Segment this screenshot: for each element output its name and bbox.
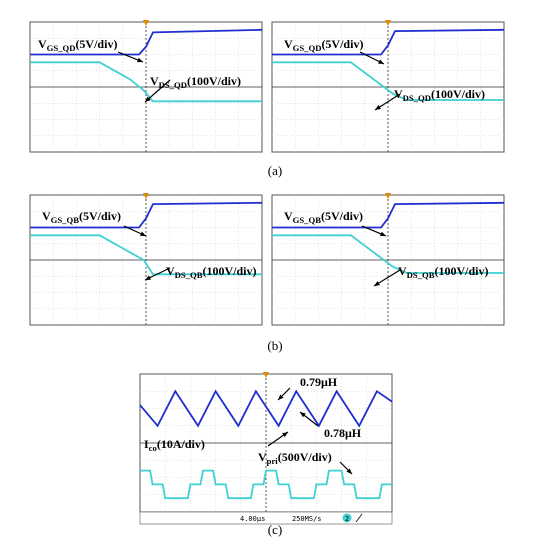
trigger-marker: [385, 20, 391, 26]
scope-panel-c: [139, 372, 393, 513]
label-arrow: [123, 225, 147, 237]
trace-label: Vpri(500V/div): [258, 450, 332, 466]
scope-panel-b-right: [271, 193, 505, 326]
trace-label: VGS_QD(5V/div): [284, 37, 363, 53]
trace-2: [30, 234, 262, 276]
label-arrow: [117, 51, 144, 63]
label-arrow: [144, 267, 171, 281]
trace-label: VGS_QD(5V/div): [38, 37, 117, 53]
scope-panel-a-left: [29, 20, 263, 153]
label-arrow: [359, 51, 385, 65]
timebase-readout: 4.00μs: [240, 515, 265, 523]
label-arrow: [267, 431, 289, 447]
panel-caption: (c): [268, 522, 282, 537]
trace-1: [30, 201, 263, 229]
trigger-marker: [143, 193, 149, 199]
scope-panel-b-left: [29, 193, 263, 326]
label-arrow: [374, 93, 401, 111]
trace-label: VDS_QD(100V/div): [150, 74, 241, 90]
trace-label: VDS_QD(100V/div): [394, 87, 485, 103]
panel-caption: (b): [267, 338, 282, 353]
panel-caption: (a): [268, 163, 282, 178]
trace-1: [139, 389, 393, 428]
trace-2: [140, 469, 392, 500]
sample-rate-readout: 250MS/s: [292, 515, 322, 523]
trigger-marker: [385, 193, 391, 199]
trace-1: [272, 28, 505, 56]
label-arrow: [373, 269, 401, 287]
label-arrow: [339, 461, 353, 475]
trace-label: VGS_QB(5V/div): [284, 209, 363, 225]
trace-2: [30, 61, 262, 103]
trace-label: VDS_QB(100V/div): [166, 264, 256, 280]
channel-number: 2: [345, 515, 349, 523]
scope-grid: [30, 22, 262, 152]
trace-1: [30, 28, 263, 56]
trace-label: VDS_QB(100V/div): [398, 264, 488, 280]
trigger-slope-icon: [355, 513, 363, 523]
trigger-marker: [263, 372, 269, 378]
trace-2: [272, 61, 504, 101]
trace-label: 0.79μH: [300, 375, 338, 389]
scope-status-bar: 4.00μs 250MS/s 2: [139, 511, 393, 525]
trace-label: Ico(10A/div): [144, 437, 205, 453]
label-arrow: [361, 225, 387, 237]
channel-badge: [342, 513, 352, 523]
trace-label: 0.78μH: [324, 426, 362, 440]
label-arrow: [144, 79, 171, 103]
label-arrow: [277, 387, 291, 401]
scope-panel-a-right: [271, 20, 505, 153]
label-arrow: [299, 411, 319, 427]
trace-2: [272, 234, 504, 274]
trigger-marker: [143, 20, 149, 26]
scope-grid: [272, 195, 504, 325]
trace-label: VGS_QB(5V/div): [42, 209, 121, 225]
scope-grid: [272, 22, 504, 152]
trace-1: [272, 201, 505, 229]
